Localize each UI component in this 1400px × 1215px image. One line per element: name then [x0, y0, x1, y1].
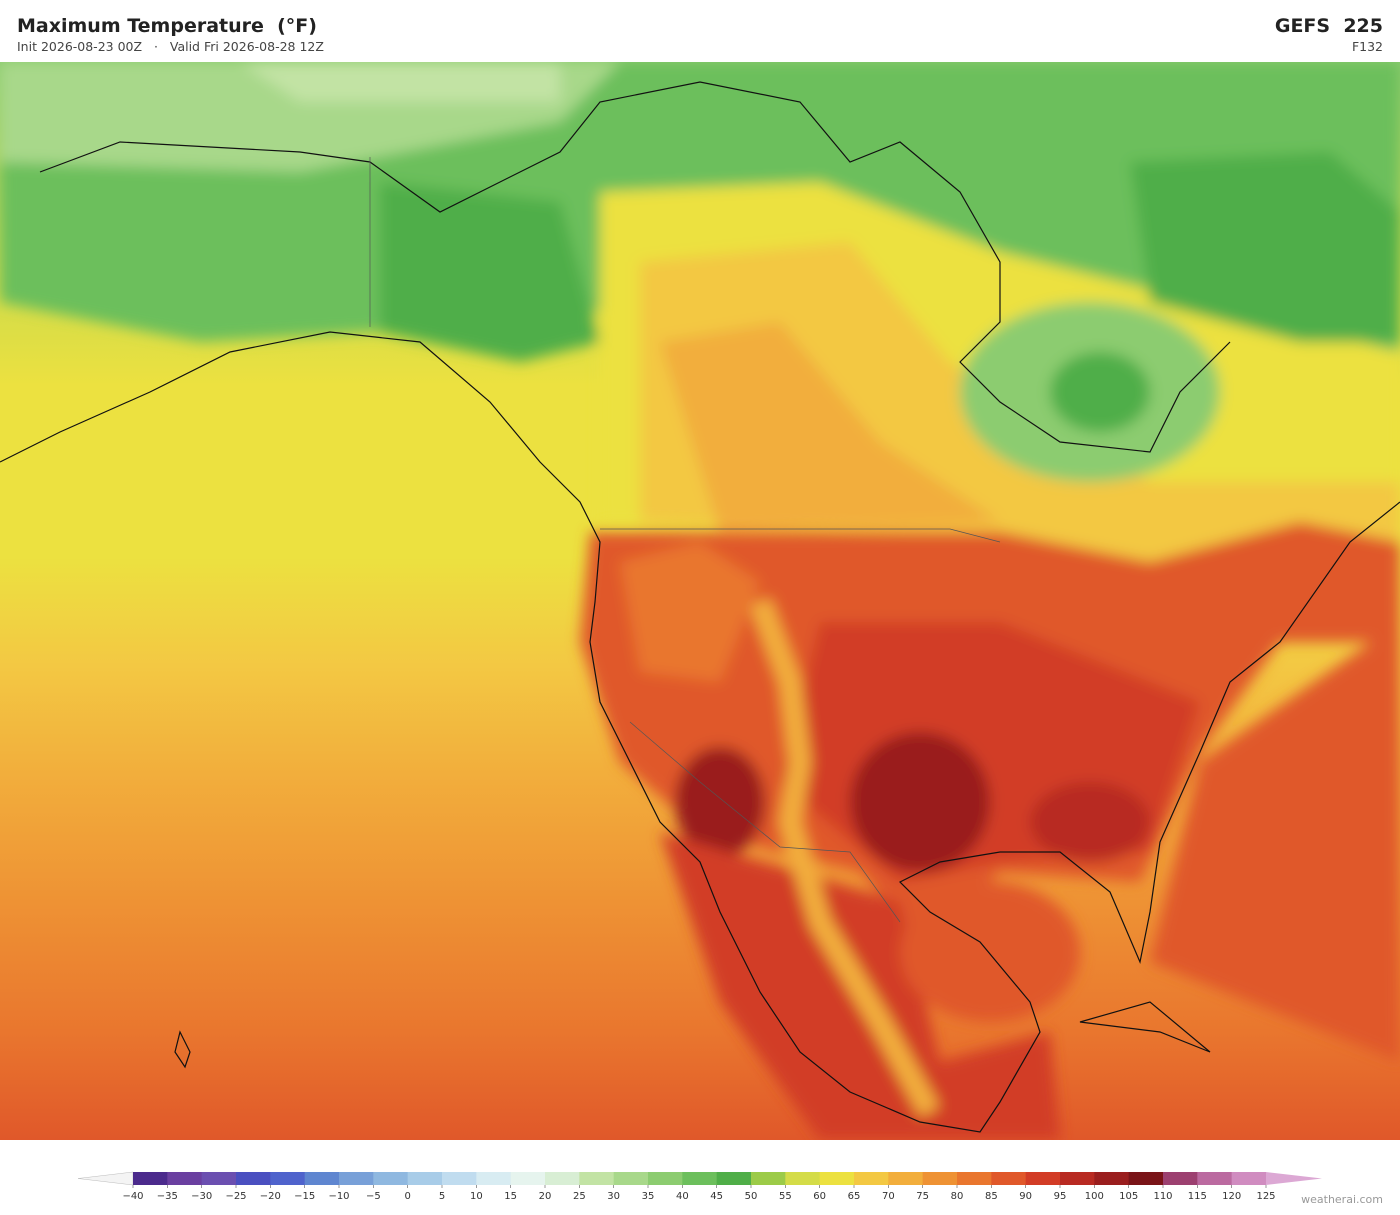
colorbar-tick-label: 125: [1256, 1191, 1275, 1202]
colorbar-segment: [1231, 1172, 1267, 1185]
colorbar-tick-label: 120: [1222, 1191, 1241, 1202]
colorbar-segment: [785, 1172, 821, 1185]
colorbar-segment: [201, 1172, 237, 1185]
colorbar: −40 −35 −30 −25 −20 −15 −10 −5 0 5 10 15 20 25 30 35 40 4…: [77, 1171, 1322, 1202]
colorbar-tick-label: 40: [676, 1191, 689, 1202]
colorbar-tick-label: 65: [848, 1191, 861, 1202]
colorbar-tick-label: 105: [1119, 1191, 1138, 1202]
colorbar-segment: [888, 1172, 924, 1185]
colorbar-segment: [407, 1172, 443, 1185]
colorbar-segment: [1060, 1172, 1095, 1185]
colorbar-segment: [682, 1172, 718, 1185]
map-title: Maximum Temperature (°F): [17, 15, 317, 37]
colorbar-tick-label: 115: [1188, 1191, 1207, 1202]
colorbar-segment: [270, 1172, 306, 1185]
temperature-field: [0, 62, 1400, 1140]
colorbar-segment: [1197, 1172, 1233, 1185]
borders: [369, 157, 1001, 923]
colorbar-tick-label: −20: [260, 1191, 281, 1202]
colorbar-segment: [442, 1172, 477, 1185]
colorbar-segment: [1094, 1172, 1130, 1185]
colorbar-tick-label: 85: [985, 1191, 998, 1202]
forecast-hour: F132: [1351, 39, 1383, 54]
run-info: Init 2026-08-23 00Z · Valid Fri 2026-08-…: [17, 39, 324, 54]
colorbar-segment: [751, 1172, 786, 1185]
colorbar-tick-label: −25: [225, 1191, 246, 1202]
colorbar-segment: [613, 1172, 649, 1185]
colorbar-segment: [1163, 1172, 1198, 1185]
colorbar-tick-label: 55: [779, 1191, 792, 1202]
colorbar-segment: [167, 1172, 203, 1185]
valid-time: Valid Fri 2026-08-28 12Z: [169, 39, 324, 54]
colorbar-tick-label: 95: [1054, 1191, 1067, 1202]
colorbar-segment: [236, 1172, 271, 1185]
temperature-map: [0, 62, 1400, 1140]
colorbar-segment: [1025, 1172, 1061, 1185]
colorbar-tick-label: 80: [951, 1191, 964, 1202]
colorbar-extension: [1266, 1172, 1322, 1185]
colorbar-tick-label: 50: [745, 1191, 758, 1202]
colorbar-tick-label: 25: [573, 1191, 586, 1202]
colorbar-segment: [716, 1172, 752, 1185]
colorbar-segment: [819, 1172, 855, 1185]
colorbar-tick-label: −10: [328, 1191, 349, 1202]
colorbar-tick-label: 30: [607, 1191, 620, 1202]
colorbar-tick-label: 35: [642, 1191, 655, 1202]
colorbar-tick-label: −5: [366, 1191, 381, 1202]
colorbar-tick-label: 110: [1153, 1191, 1172, 1202]
colorbar-tick-label: 45: [710, 1191, 723, 1202]
colorbar-tick-label: 60: [813, 1191, 826, 1202]
colorbar-segment: [854, 1172, 889, 1185]
colorbar-tick-label: 70: [882, 1191, 895, 1202]
colorbar-tick-label: 90: [1019, 1191, 1032, 1202]
colorbar-tick-label: 10: [470, 1191, 483, 1202]
colorbar-tick-label: 15: [504, 1191, 517, 1202]
coastlines: [0, 81, 1400, 1133]
colorbar-segment: [304, 1172, 340, 1185]
colorbar-segment: [1128, 1172, 1164, 1185]
colorbar-tick-label: 100: [1085, 1191, 1104, 1202]
colorbar-tick-label: 20: [539, 1191, 552, 1202]
colorbar-segment: [922, 1172, 958, 1185]
colorbar-segment: [648, 1172, 683, 1185]
credit: weatherai.com: [1301, 1193, 1383, 1206]
colorbar-tick-label: −40: [122, 1191, 143, 1202]
colorbar-segment: [476, 1172, 512, 1185]
colorbar-segment: [545, 1172, 580, 1185]
separator: ·: [153, 39, 158, 54]
colorbar-tick-label: −35: [157, 1191, 178, 1202]
colorbar-segment: [510, 1172, 546, 1185]
colorbar-tick-label: 75: [916, 1191, 929, 1202]
model-name: GEFS 225: [1274, 15, 1383, 37]
colorbar-segment: [339, 1172, 374, 1185]
colorbar-tick-label: −30: [191, 1191, 212, 1202]
colorbar-segment: [579, 1172, 615, 1185]
colorbar-tick-label: 5: [439, 1191, 445, 1202]
colorbar-segment: [133, 1172, 168, 1185]
colorbar-segment: [991, 1172, 1027, 1185]
colorbar-segment: [373, 1172, 409, 1185]
colorbar-tick-label: −15: [294, 1191, 315, 1202]
colorbar-tick-label: 0: [404, 1191, 410, 1202]
init-time: Init 2026-08-23 00Z: [17, 39, 143, 54]
colorbar-extension: [77, 1171, 134, 1186]
colorbar-segment: [957, 1172, 992, 1185]
